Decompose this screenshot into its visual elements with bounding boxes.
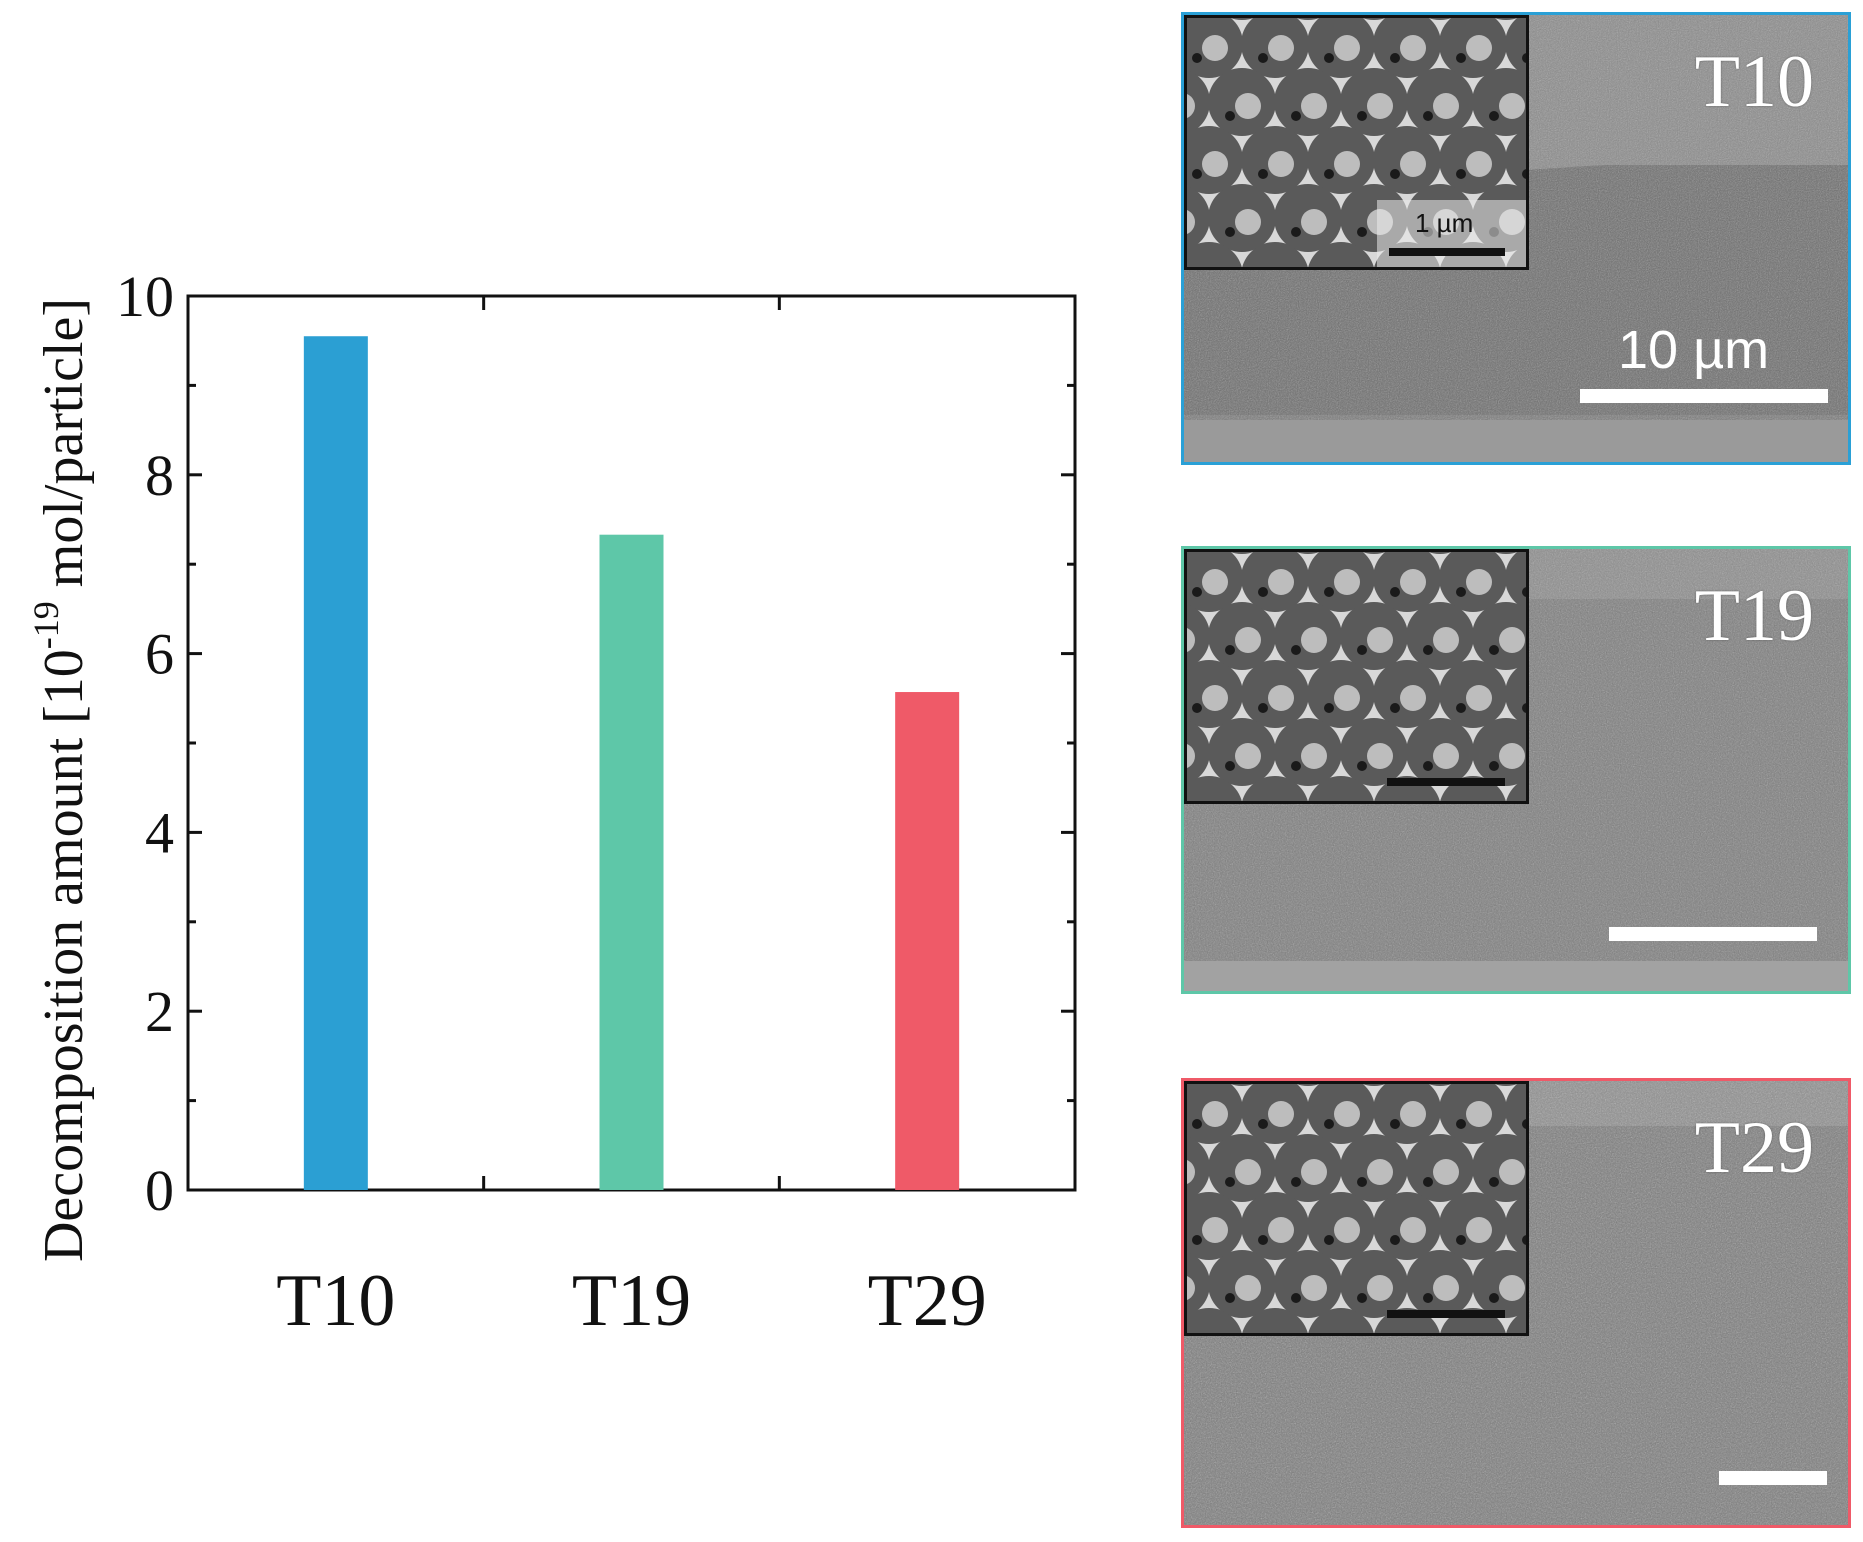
x-tick-label: T10: [276, 1260, 395, 1342]
sem-inset-pores: [1184, 549, 1529, 804]
bar-t29: [895, 692, 960, 1190]
y-tick-label: 6: [145, 622, 174, 687]
inset-scale-bar: [1389, 248, 1505, 256]
sem-panel-label: T19: [1694, 575, 1814, 657]
y-tick-label: 0: [145, 1158, 174, 1223]
sem-panel-t10: 1 µm T10 10 µm: [1181, 12, 1851, 465]
scale-bar-label: 10 µm: [1618, 320, 1770, 380]
x-tick-labels: T10 T19 T29: [276, 1260, 987, 1342]
scale-bar: [1719, 1471, 1827, 1485]
bar-chart: 0 2 4 6 8 10 T10 T19 T29 Decomposition amount […: [26, 264, 1077, 1342]
inset-scale-label: 1 µm: [1415, 208, 1474, 238]
sem-panel-label: T10: [1694, 41, 1814, 123]
bar-t19: [599, 534, 664, 1190]
y-axis-label: Decomposition amount [10-19 mol/particle…: [26, 298, 95, 1262]
y-tick-label: 2: [145, 979, 174, 1044]
y-axis-label-main: Decomposition amount [10: [33, 649, 95, 1262]
sem-panel-t29: T29: [1181, 1078, 1851, 1528]
scale-bar: [1609, 927, 1817, 941]
sem-inset-image: [1187, 1084, 1526, 1333]
x-tick-label: T19: [572, 1260, 691, 1342]
inset-scale-bar: [1387, 778, 1505, 786]
y-axis-label-tail: mol/particle]: [33, 298, 95, 601]
sem-panel-t19: T19: [1181, 546, 1851, 994]
y-tick-label: 4: [145, 800, 174, 865]
x-tick-label: T29: [868, 1260, 987, 1342]
sem-inset-pores: 1 µm: [1184, 15, 1529, 270]
sem-inset-image: [1187, 18, 1526, 267]
sem-inset-pores: [1184, 1081, 1529, 1336]
bars: [303, 336, 960, 1191]
sem-inset-image: [1187, 552, 1526, 801]
scale-bar: [1580, 389, 1828, 403]
y-axis-label-superscript: -19: [26, 601, 66, 649]
sem-panel-label: T29: [1694, 1107, 1814, 1189]
bar-t10: [303, 336, 368, 1191]
y-tick-label: 8: [145, 443, 174, 508]
y-tick-label: 10: [116, 264, 174, 329]
inset-scale-bar: [1387, 1310, 1505, 1318]
y-tick-labels: 0 2 4 6 8 10: [116, 264, 174, 1223]
axis-ticks: [188, 294, 1075, 1192]
